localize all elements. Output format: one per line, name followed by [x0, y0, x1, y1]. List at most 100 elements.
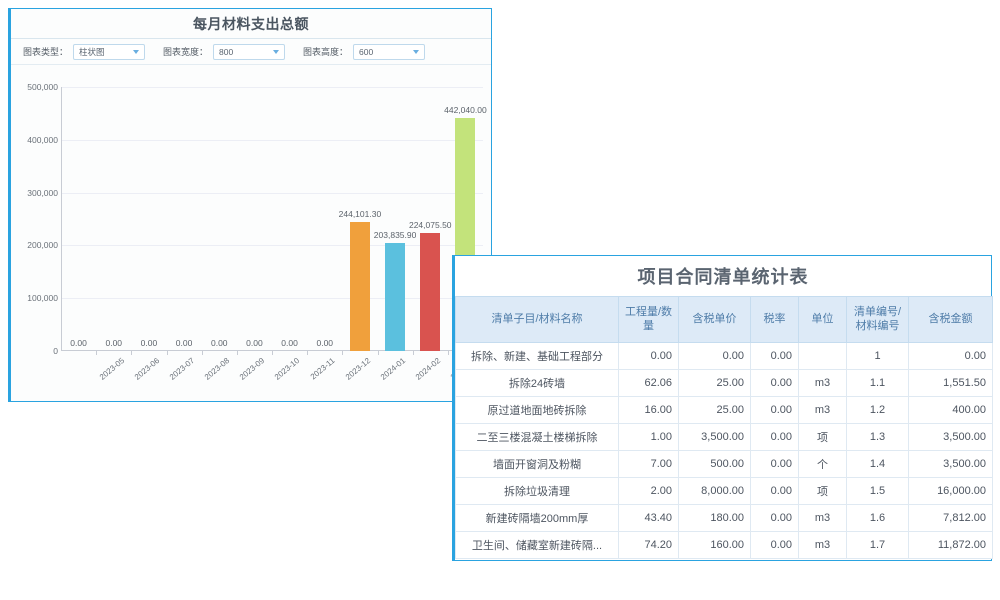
gridline [62, 139, 483, 141]
table-cell: 7,812.00 [908, 504, 993, 532]
chart-bar-label: 0.00 [70, 338, 87, 348]
x-axis-tick-label: 2023-07 [167, 356, 197, 382]
table-column-header[interactable]: 含税金额 [908, 296, 993, 343]
chevron-down-icon [133, 50, 140, 54]
table-cell: 0.00 [750, 423, 799, 451]
table-cell: 墙面开窗洞及粉糊 [455, 450, 619, 478]
chevron-down-icon [273, 50, 280, 54]
table-cell: 0.00 [618, 342, 679, 370]
y-axis-tick-label: 200,000 [27, 240, 58, 251]
table-head: 清单子目/材料名称 工程量/数量 含税单价 税率 单位 清单编号/材料编号 含税金额 [455, 296, 993, 343]
y-axis-tick-label: 100,000 [27, 293, 58, 304]
gridline [62, 298, 483, 300]
x-axis-tick [166, 351, 168, 355]
table-row[interactable]: 墙面开窗洞及粉糊 7.00 500.00 0.00 个 1.4 3,500.00 [455, 450, 993, 478]
chart-type-label: 图表类型： [23, 47, 69, 57]
chart-plot-area: 金额 0100,000200,000300,000400,000500,000 … [11, 65, 512, 399]
contract-list-table-panel: 项目合同清单统计表 清单子目/材料名称 工程量/数量 含税单价 税率 单位 清单编号/材料… [452, 255, 993, 561]
table-cell: m3 [798, 531, 847, 559]
table-cell: 2.00 [618, 477, 679, 505]
chart-title: 每月材料支出总额 [193, 15, 309, 32]
chart-height-control: 图表高度： 600 [303, 43, 426, 60]
contract-list-table: 清单子目/材料名称 工程量/数量 含税单价 税率 单位 清单编号/材料编号 含税金额 拆除、… [455, 296, 993, 559]
table-row[interactable]: 拆除、新建、基础工程部分 0.00 0.00 0.00 1 0.00 [455, 342, 993, 370]
chart-height-value: 600 [359, 46, 374, 57]
table-cell: 1.3 [846, 423, 909, 451]
x-axis-tick-label: 2023-05 [97, 356, 126, 382]
table-cell: 新建砖隔墙200mm厚 [455, 504, 619, 532]
table-cell: 0.00 [678, 342, 751, 370]
table-row[interactable]: 拆除垃圾清理 2.00 8,000.00 0.00 项 1.5 16,000.00 [455, 477, 993, 505]
chart-type-control: 图表类型： 柱状图 [23, 43, 146, 60]
chart-type-select[interactable]: 柱状图 [73, 43, 146, 60]
table-column-header[interactable]: 清单子目/材料名称 [455, 296, 619, 343]
chart-width-select[interactable]: 800 [213, 43, 286, 60]
table-cell: 3,500.00 [908, 450, 993, 478]
x-axis-tick-label: 2023-06 [132, 356, 161, 382]
table-cell: 0.00 [908, 342, 993, 370]
table-cell: 0.00 [750, 342, 799, 370]
chart-bar[interactable] [420, 232, 441, 351]
x-axis-tick-label: 2023-12 [343, 356, 372, 382]
table-cell: 16,000.00 [908, 477, 993, 505]
table-column-header[interactable]: 清单编号/材料编号 [846, 296, 909, 343]
y-axis-tick-label: 0 [53, 346, 58, 356]
table-cell: 1.00 [618, 423, 679, 451]
table-cell: 25.00 [678, 369, 751, 397]
table-cell: 0.00 [750, 369, 799, 397]
table-cell: 3,500.00 [678, 423, 751, 451]
table-cell: 7.00 [618, 450, 679, 478]
x-axis-tick-label: 2023-10 [273, 356, 302, 382]
table-header-row: 清单子目/材料名称 工程量/数量 含税单价 税率 单位 清单编号/材料编号 含税金额 [455, 296, 993, 343]
chart-bar-label: 0.00 [105, 338, 123, 348]
table-cell: 180.00 [678, 504, 751, 532]
table-cell: 1.4 [846, 450, 909, 478]
table-cell: 0.00 [750, 477, 799, 505]
table-cell: 0.00 [750, 531, 799, 559]
chart-height-label: 图表高度： [303, 47, 349, 57]
x-axis-tick [447, 351, 449, 355]
table-cell: m3 [798, 396, 847, 424]
table-cell [798, 342, 847, 370]
chart-bar-label: 244,101.30 [338, 209, 382, 220]
chart-bar-label: 442,040.00 [444, 104, 487, 115]
table-column-header[interactable]: 税率 [750, 296, 799, 343]
gridline [62, 192, 483, 194]
table-cell: 1.2 [846, 396, 909, 424]
table-cell: 400.00 [908, 396, 993, 424]
table-cell: 0.00 [750, 450, 799, 478]
table-cell: 62.06 [618, 369, 679, 397]
x-axis-tick [272, 351, 273, 355]
table-row[interactable]: 二至三楼混凝土楼梯拆除 1.00 3,500.00 0.00 项 1.3 3,500.00 [455, 423, 993, 451]
chart-toolbar: 图表类型： 柱状图 图表宽度： 800 图表高度： 600 [11, 39, 491, 65]
table-cell: 0.00 [750, 504, 799, 532]
x-axis-tick [342, 351, 344, 355]
table-cell: 拆除24砖墙 [455, 369, 619, 397]
table-row[interactable]: 拆除24砖墙 62.06 25.00 0.00 m3 1.1 1,551.50 [455, 369, 993, 397]
table-row[interactable]: 原过道地面地砖拆除 16.00 25.00 0.00 m3 1.2 400.00 [455, 396, 993, 424]
table-cell: 11,872.00 [908, 531, 993, 559]
chart-bar[interactable] [349, 222, 370, 351]
table-cell: 1.1 [846, 369, 909, 397]
chart-bar-label: 0.00 [175, 338, 193, 348]
x-axis-tick-label: 2023-08 [202, 356, 232, 382]
table-cell: 1 [846, 342, 909, 370]
table-row[interactable]: 卫生间、储藏室新建砖隔... 74.20 160.00 0.00 m3 1.7 11,872… [455, 531, 993, 559]
table-cell: 160.00 [678, 531, 751, 559]
table-cell: 项 [798, 423, 847, 451]
y-axis-tick-label: 500,000 [27, 82, 58, 92]
table-row[interactable]: 新建砖隔墙200mm厚 43.40 180.00 0.00 m3 1.6 7,812.00 [455, 504, 993, 532]
table-column-header[interactable]: 含税单价 [678, 296, 751, 343]
table-cell: 拆除、新建、基础工程部分 [455, 342, 619, 370]
chart-bar-label: 0.00 [210, 338, 228, 348]
table-column-header[interactable]: 工程量/数量 [618, 296, 679, 343]
table-column-header[interactable]: 单位 [798, 296, 847, 343]
table-cell: 3,500.00 [908, 423, 993, 451]
chart-bar[interactable] [385, 243, 406, 351]
table-cell: 25.00 [678, 396, 751, 424]
x-axis-tick-label: 2023-09 [238, 356, 267, 382]
x-axis-tick [412, 351, 414, 355]
chart-height-select[interactable]: 600 [353, 43, 426, 60]
table-body: 拆除、新建、基础工程部分 0.00 0.00 0.00 1 0.00 拆除24砖墙 62.06… [455, 342, 993, 559]
table-cell: 1.7 [846, 531, 909, 559]
